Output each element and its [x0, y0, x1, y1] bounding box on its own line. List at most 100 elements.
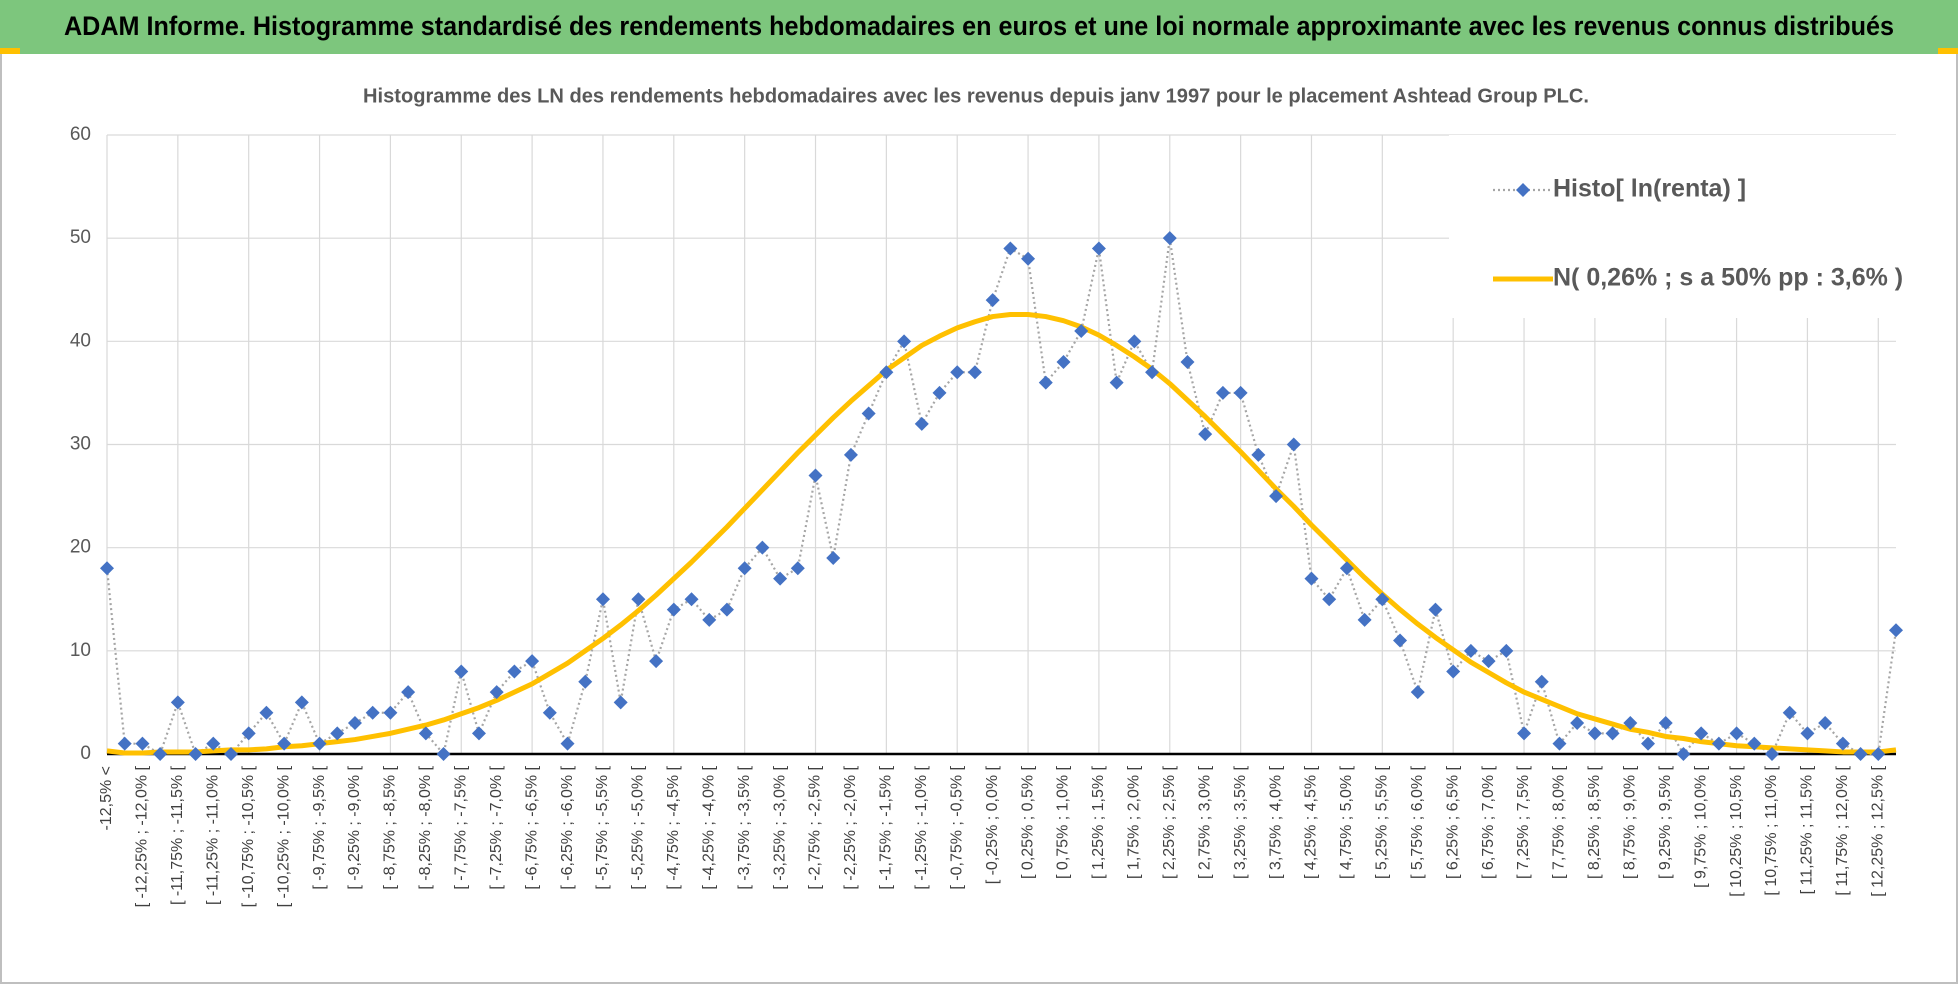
histogram-point — [401, 685, 416, 700]
histogram-point — [1818, 716, 1833, 731]
corner — [0, 48, 20, 54]
x-tick-label: [ -10,75% ; -10,5% [ — [240, 765, 257, 907]
x-tick-label: [ 3,25% ; 3,5% [ — [1232, 765, 1249, 879]
x-tick-label: [ -10,25% ; -10,0% [ — [275, 765, 292, 907]
x-tick-label: [ 10,25% ; 10,5% [ — [1728, 765, 1745, 896]
x-tick-label: [ -8,25% ; -8,0% [ — [417, 765, 434, 889]
x-tick-label: [ -1,75% ; -1,5% [ — [878, 765, 895, 889]
histogram-point — [1021, 251, 1036, 266]
histogram-point — [967, 365, 982, 380]
histogram-point — [773, 571, 788, 586]
x-tick-label: [ -6,75% ; -6,5% [ — [523, 765, 540, 889]
histogram-point — [117, 736, 132, 751]
histogram-point — [1800, 726, 1815, 741]
histogram-point — [312, 736, 327, 751]
histogram-point — [879, 365, 894, 380]
x-tick-label: [ -4,25% ; -4,0% [ — [700, 765, 717, 889]
x-tick-label: [ 0,25% ; 0,5% [ — [1019, 765, 1036, 879]
histogram-point — [1251, 447, 1266, 462]
histogram-point — [223, 747, 238, 761]
histogram-point — [1145, 365, 1160, 380]
histogram-point — [1871, 747, 1886, 761]
x-tick-label: [ -12,25% ; -12,0% [ — [134, 765, 151, 907]
y-tick-label: 40 — [70, 330, 91, 351]
histogram-point — [188, 747, 203, 761]
histogram-point — [843, 447, 858, 462]
histogram-point — [1587, 726, 1602, 741]
x-tick-label: [ 4,75% ; 5,0% [ — [1338, 765, 1355, 879]
histogram-point — [702, 612, 717, 627]
x-tick-label: [ -4,75% ; -4,5% [ — [665, 765, 682, 889]
x-tick-label: [ -8,75% ; -8,5% [ — [382, 765, 399, 889]
histogram-point — [383, 705, 398, 720]
x-tick-label: [ -7,25% ; -7,0% [ — [488, 765, 505, 889]
x-tick-label: [ 9,75% ; 10,0% [ — [1692, 765, 1709, 887]
histogram-point — [1765, 747, 1780, 761]
histogram-point — [1534, 674, 1549, 689]
x-tick-label: [ 9,25% ; 9,5% [ — [1657, 765, 1674, 879]
histogram-point — [755, 540, 770, 555]
x-tick-label: [ 12,25% ; 12,5% [ — [1870, 765, 1887, 896]
histogram-point — [1410, 685, 1425, 700]
histogram-point — [1038, 375, 1053, 390]
histogram-point — [277, 736, 292, 751]
x-tick-label: [ -2,25% ; -2,0% [ — [842, 765, 859, 889]
x-tick-label: [ -3,25% ; -3,0% [ — [771, 765, 788, 889]
x-tick-label: [ 7,25% ; 7,5% [ — [1515, 765, 1532, 879]
histogram-point — [1056, 354, 1071, 369]
y-tick-label: 10 — [70, 640, 91, 661]
x-tick-label: [ -9,25% ; -9,0% [ — [346, 765, 363, 889]
histogram-point — [1605, 726, 1620, 741]
histogram-point — [259, 705, 274, 720]
histogram-point — [1091, 241, 1106, 256]
histogram-point — [790, 561, 805, 576]
histogram-point — [808, 468, 823, 483]
x-tick-label: [ 2,75% ; 3,0% [ — [1196, 765, 1213, 879]
histogram-point — [578, 674, 593, 689]
x-tick-label: [ 10,75% ; 11,0% [ — [1763, 765, 1780, 895]
legend-marker — [1516, 183, 1530, 197]
histogram-point — [897, 334, 912, 349]
y-tick-label: 60 — [70, 124, 91, 145]
histogram-point — [454, 664, 469, 679]
x-tick-label: [ 6,75% ; 7,0% [ — [1480, 765, 1497, 879]
x-tick-label: [ -11,25% ; -11,0% [ — [204, 765, 221, 905]
y-tick-label: 50 — [70, 227, 91, 248]
x-tick-label: [ -2,75% ; -2,5% [ — [807, 765, 824, 889]
x-tick-label: [ -1,25% ; -1,0% [ — [913, 765, 930, 889]
histogram-point — [1782, 705, 1797, 720]
histogram-point — [950, 365, 965, 380]
legend-box — [1449, 135, 1896, 318]
histogram-point — [1339, 561, 1354, 576]
histogram-point — [1198, 427, 1213, 442]
histogram-point — [932, 385, 947, 400]
x-tick-label: [ -3,75% ; -3,5% [ — [736, 765, 753, 889]
histogram-point — [1552, 736, 1567, 751]
x-tick-label: [ -7,75% ; -7,5% [ — [452, 765, 469, 889]
x-tick-label: [ 2,25% ; 2,5% [ — [1161, 765, 1178, 879]
histogram-point — [489, 685, 504, 700]
histogram-point — [1658, 716, 1673, 731]
x-tick-label: [ 3,75% ; 4,0% [ — [1267, 765, 1284, 879]
histogram-point — [1853, 747, 1868, 761]
histogram-point — [100, 561, 114, 576]
histogram-point — [1694, 726, 1709, 741]
histogram-point — [914, 416, 929, 431]
histogram-point — [1711, 736, 1726, 751]
histogram-point — [684, 592, 699, 607]
x-tick-label: [ -0,25% ; 0,0% [ — [984, 765, 1001, 884]
corner — [1938, 48, 1958, 54]
histogram-point — [1322, 592, 1337, 607]
histogram-point — [1499, 643, 1514, 658]
x-tick-label: [ 0,75% ; 1,0% [ — [1055, 765, 1072, 879]
histogram-point — [631, 592, 646, 607]
x-tick-label: [ 1,25% ; 1,5% [ — [1090, 765, 1107, 879]
histogram-point — [1233, 385, 1248, 400]
histogram-point — [1835, 736, 1850, 751]
histogram-point — [1747, 736, 1762, 751]
histogram-point — [206, 736, 221, 751]
histogram-point — [595, 592, 610, 607]
y-tick-label: 30 — [70, 434, 91, 455]
x-tick-label: [ -0,75% ; -0,5% [ — [948, 765, 965, 889]
histogram-point — [861, 406, 876, 421]
